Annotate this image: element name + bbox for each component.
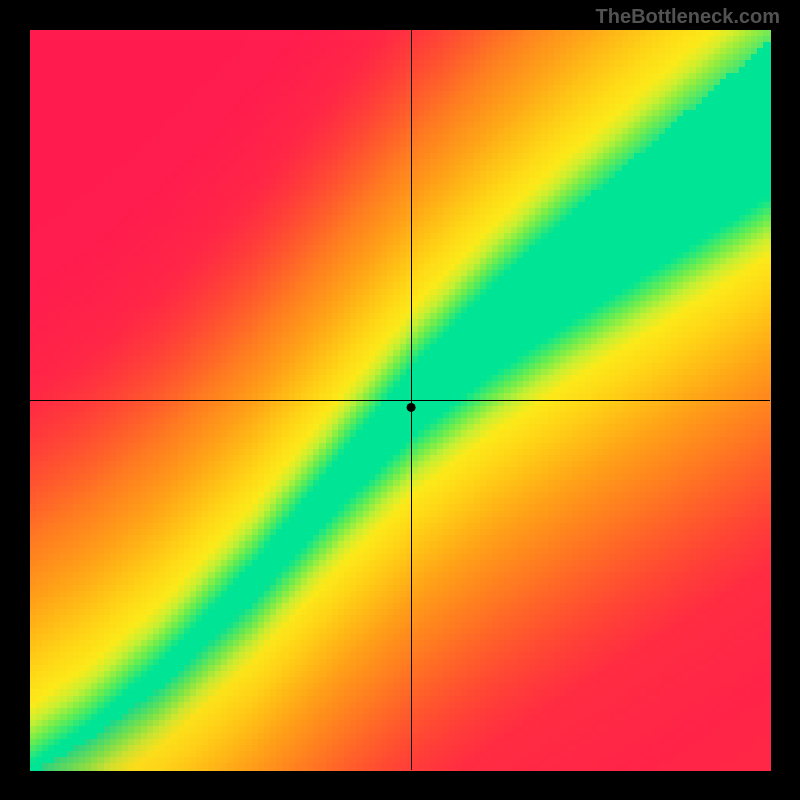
watermark-text: TheBottleneck.com (596, 6, 780, 29)
chart-root: TheBottleneck.com (0, 0, 800, 800)
overlay-canvas (0, 0, 800, 800)
